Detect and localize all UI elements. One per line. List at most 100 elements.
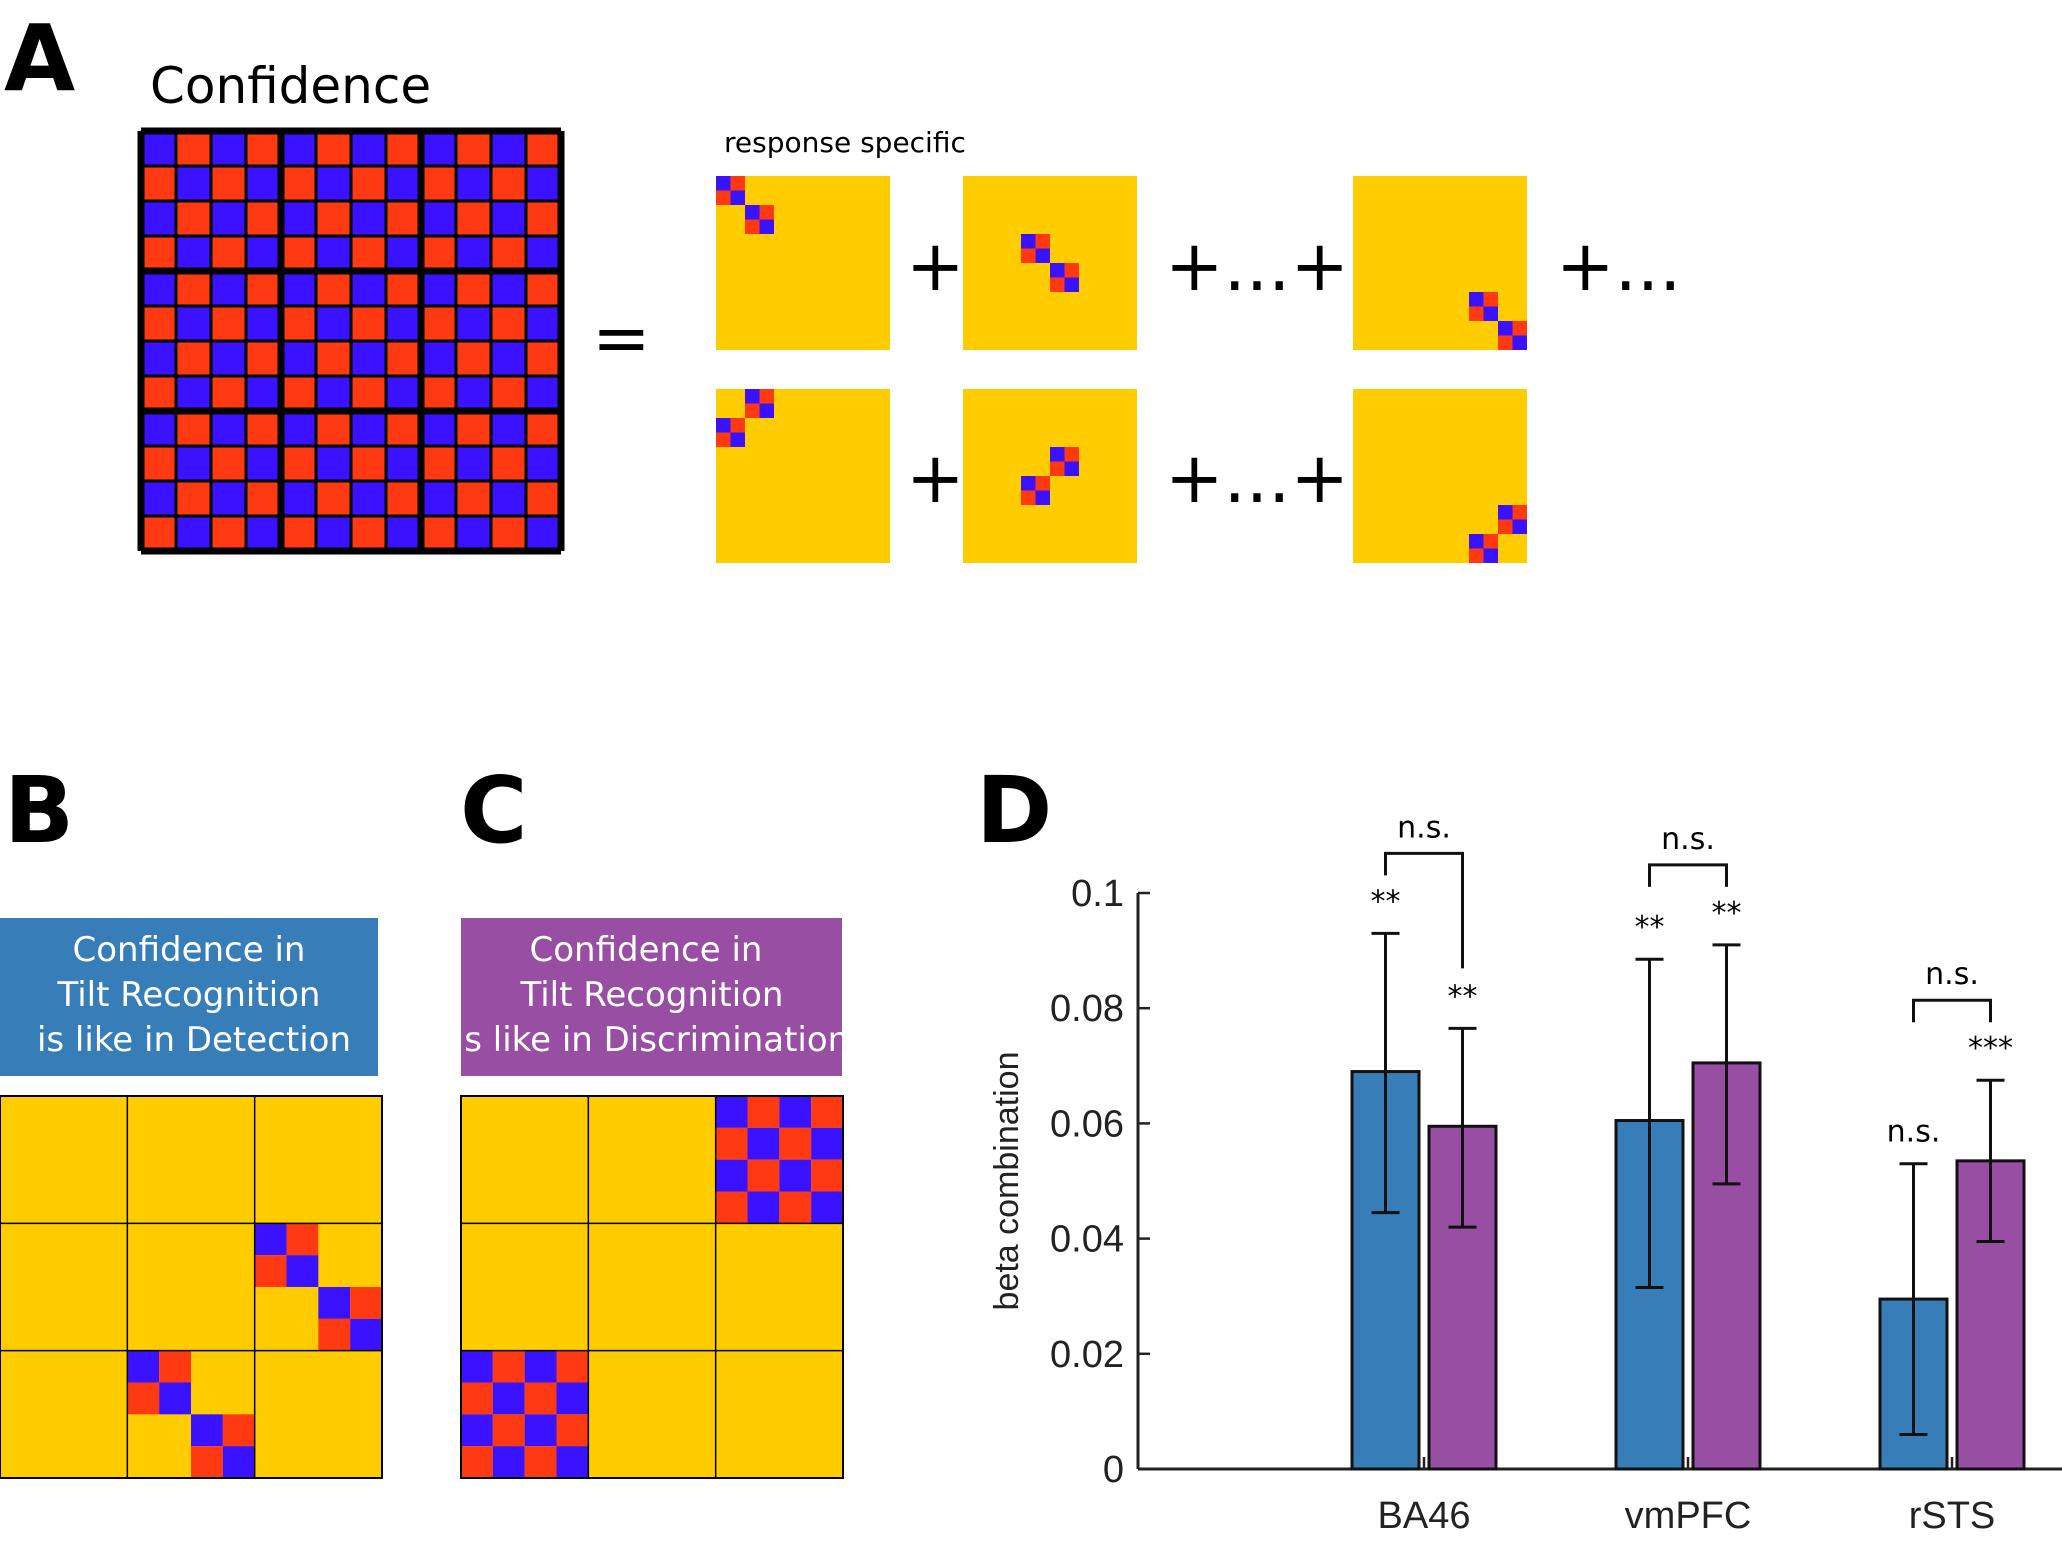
- matrix-cell: [212, 307, 245, 340]
- matrix-cell: [317, 307, 350, 340]
- matrix-cell: [352, 412, 385, 445]
- component-cell: [1512, 321, 1527, 336]
- model-cell: [286, 1255, 319, 1287]
- matrix-cell: [527, 482, 560, 515]
- component-cell: [1469, 306, 1484, 321]
- model-cell: [127, 1382, 160, 1415]
- model-cell: [715, 1096, 748, 1128]
- matrix-cell: [527, 237, 560, 270]
- model-cell: [747, 1096, 780, 1128]
- significance-label: n.s.: [1887, 1115, 1941, 1150]
- matrix-cell: [247, 272, 280, 305]
- x-tick-label: rSTS: [1909, 1495, 1996, 1537]
- component-cell: [759, 389, 774, 404]
- matrix-cell: [457, 517, 490, 550]
- model-cell: [159, 1350, 191, 1383]
- matrix-cell: [282, 307, 315, 340]
- box-line-3: is like in Discrimination: [455, 1020, 849, 1060]
- component-cell: [1483, 306, 1498, 321]
- panel-b-letter: B: [4, 757, 74, 864]
- matrix-border: [0, 1095, 383, 1479]
- matrix-cell: [422, 517, 455, 550]
- matrix-cell: [142, 342, 175, 375]
- matrix-cell: [177, 377, 210, 410]
- model-cell: [524, 1446, 557, 1478]
- component-cell: [745, 389, 760, 404]
- matrix-cell: [317, 342, 350, 375]
- component-cell: [745, 403, 760, 418]
- matrix-cell: [317, 517, 350, 550]
- model-cell: [715, 1127, 748, 1160]
- matrix-cell: [457, 412, 490, 445]
- matrix-cell: [387, 377, 420, 410]
- matrix-cell: [387, 307, 420, 340]
- model-cell: [747, 1127, 780, 1160]
- matrix-cell: [352, 272, 385, 305]
- significance-label: ***: [1968, 1031, 2013, 1066]
- matrix-cell: [247, 517, 280, 550]
- matrix-cell: [457, 482, 490, 515]
- model-cell: [191, 1414, 223, 1447]
- matrix-cell: [142, 202, 175, 235]
- panel-a-letter: A: [4, 5, 75, 112]
- matrix-cell: [142, 167, 175, 200]
- matrix-border: [460, 1095, 844, 1479]
- model-cell: [524, 1414, 557, 1447]
- model-cell: [524, 1350, 557, 1383]
- matrix-cell: [492, 342, 525, 375]
- bar-chart: 0 0.02 0.04 0.06 0.08 0.1 beta combination BA46…: [988, 810, 2062, 1537]
- matrix-cell: [177, 412, 210, 445]
- equals-sign: =: [592, 297, 651, 379]
- matrix-cell: [422, 167, 455, 200]
- y-tick-label: 0.04: [1050, 1219, 1124, 1261]
- box-line-3: is like in Detection: [37, 1020, 351, 1060]
- matrix-cell: [387, 272, 420, 305]
- component-cell: [1498, 335, 1513, 350]
- model-cell: [779, 1159, 812, 1192]
- matrix-cell: [492, 517, 525, 550]
- matrix-cell: [352, 307, 385, 340]
- matrix-cell: [492, 167, 525, 200]
- matrix-cell: [527, 132, 560, 165]
- matrix-background: [141, 131, 561, 551]
- component-cell: [716, 432, 731, 447]
- significance-label: **: [1448, 979, 1478, 1014]
- matrix-cell: [142, 237, 175, 270]
- matrix-cell: [212, 412, 245, 445]
- matrix-cell: [177, 167, 210, 200]
- matrix-cell: [457, 307, 490, 340]
- component-cell: [1064, 277, 1079, 292]
- discrimination-model-matrix: [460, 1095, 844, 1479]
- matrix-cell: [282, 517, 315, 550]
- matrix-cell: [282, 482, 315, 515]
- matrix-cell: [492, 412, 525, 445]
- model-cell: [350, 1318, 382, 1351]
- matrix-cell: [142, 412, 175, 445]
- matrix-cell: [212, 342, 245, 375]
- confidence-matrix: [137, 127, 565, 555]
- y-tick-label: 0.06: [1050, 1103, 1124, 1145]
- matrix-cell: [282, 167, 315, 200]
- matrix-cell: [282, 272, 315, 305]
- matrix-cell: [317, 202, 350, 235]
- component-cell: [1498, 505, 1513, 520]
- matrix-cell: [352, 342, 385, 375]
- matrix-cell: [142, 132, 175, 165]
- x-tick-label: vmPFC: [1625, 1495, 1752, 1537]
- model-cell: [811, 1191, 843, 1224]
- model-cell: [811, 1159, 843, 1192]
- matrix-cell: [352, 167, 385, 200]
- component-cell: [1021, 234, 1036, 249]
- component-cell: [1483, 548, 1498, 563]
- model-cell: [524, 1382, 557, 1415]
- component-cell: [1512, 505, 1527, 520]
- component-cell: [1469, 292, 1484, 307]
- box-line-2: Tilt Recognition: [520, 975, 784, 1015]
- plus-ellipsis-plus: +...+: [1165, 225, 1349, 307]
- matrix-cell: [527, 167, 560, 200]
- x-tick-label: BA46: [1378, 1495, 1471, 1537]
- component-cell: [1050, 263, 1065, 278]
- matrix-cell: [492, 132, 525, 165]
- model-cell: [556, 1446, 589, 1478]
- model-cell: [318, 1287, 351, 1319]
